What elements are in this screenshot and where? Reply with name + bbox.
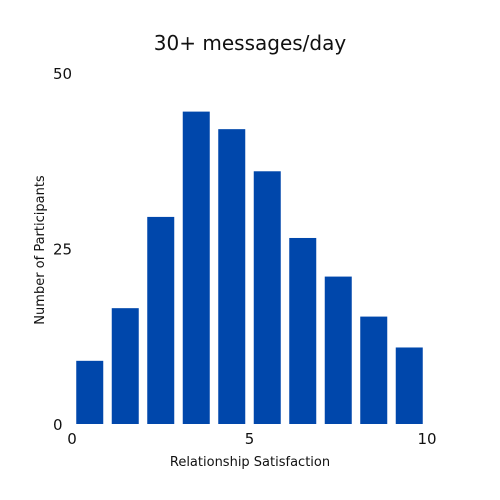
bar-8	[324, 276, 352, 424]
bar-7	[289, 237, 317, 424]
bar-10	[395, 347, 423, 424]
x-tick-label: 0	[67, 430, 77, 448]
y-axis-title: Number of Participants	[33, 175, 48, 325]
chart-title: 30+ messages/day	[154, 31, 347, 55]
x-tick-label: 10	[417, 430, 436, 448]
y-tick-label: 25	[53, 241, 72, 259]
bar-1	[76, 360, 104, 424]
x-tick-labels: 0 5 10	[67, 430, 436, 448]
x-tick-label: 5	[245, 430, 255, 448]
bar-6	[253, 171, 281, 424]
bar-9	[360, 316, 388, 424]
bars	[76, 111, 423, 425]
bar-5	[218, 129, 246, 424]
y-tick-label: 50	[53, 65, 72, 83]
bar-4	[182, 111, 210, 425]
x-axis-title: Relationship Satisfaction	[170, 455, 330, 470]
bar-3	[147, 216, 175, 424]
y-tick-labels: 0 25 50	[53, 65, 72, 434]
y-tick-label: 0	[53, 416, 63, 434]
bar-2	[111, 308, 139, 424]
